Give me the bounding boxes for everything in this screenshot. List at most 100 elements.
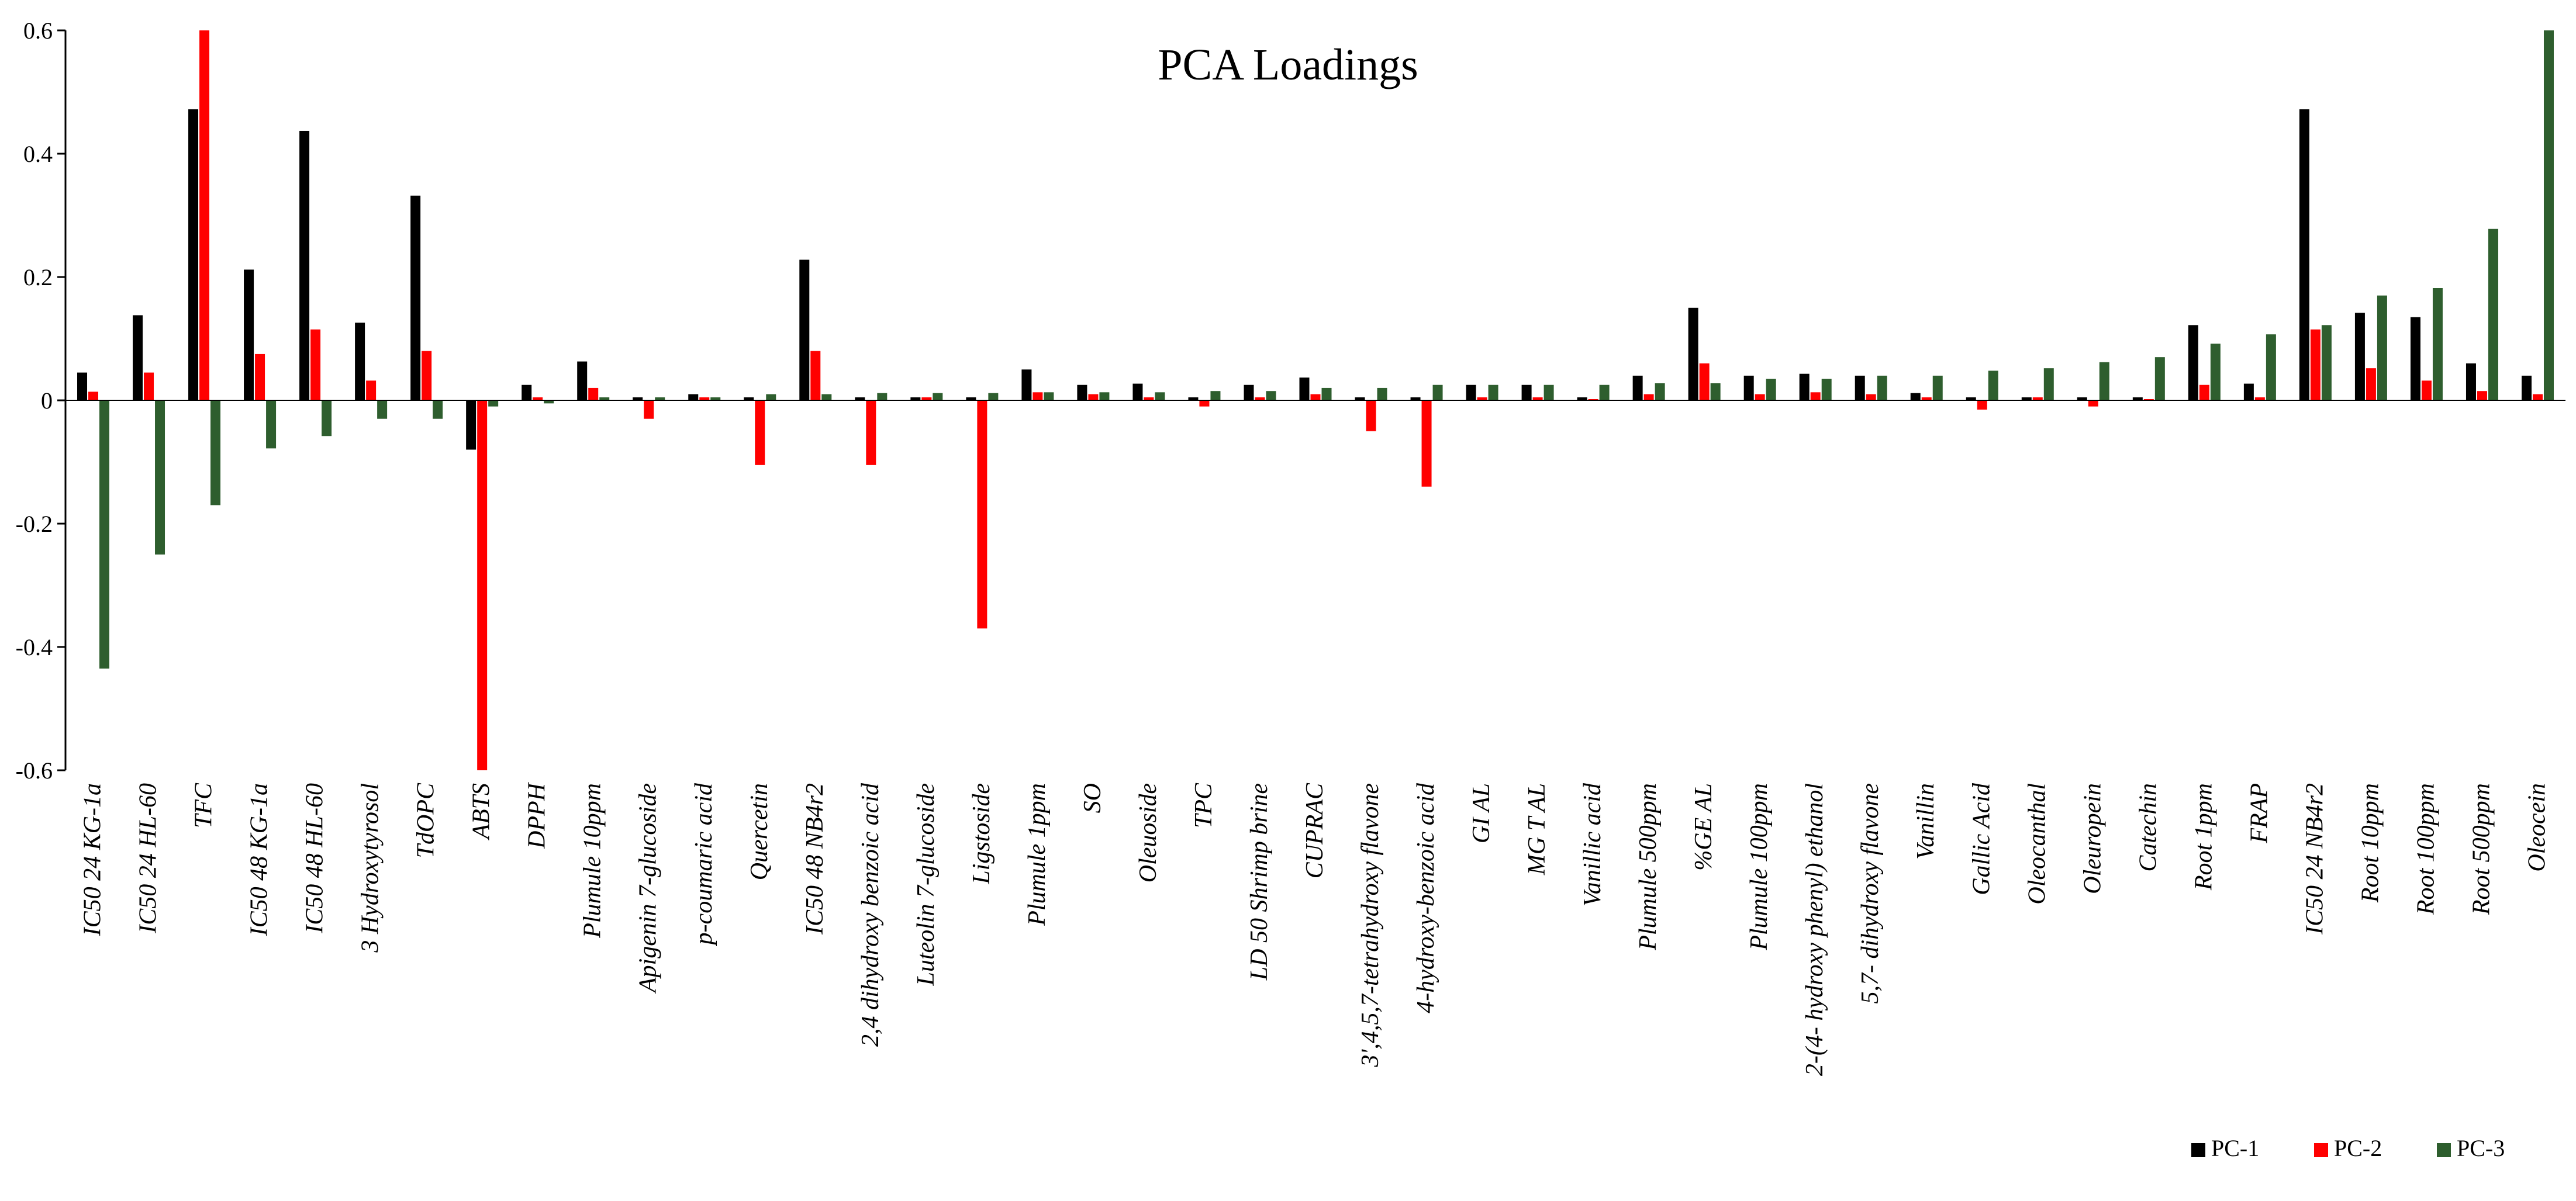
x-tick-label: TPC bbox=[1190, 783, 1217, 828]
bar-pc-3-9 bbox=[599, 397, 610, 400]
bar-pc-3-19 bbox=[1155, 392, 1165, 400]
x-axis: IC50 24 KG-1a IC50 24 HL-60 TFC IC50 48 KG-… bbox=[65, 400, 2565, 1076]
bar-pc-3-24 bbox=[1432, 385, 1443, 400]
x-tick-label: Oleocanthal bbox=[2023, 783, 2050, 905]
y-tick-label: 0.2 bbox=[23, 264, 53, 290]
bar-pc-1-2 bbox=[188, 109, 199, 401]
bar-pc-1-34 bbox=[1966, 397, 1976, 400]
x-tick-label: 3 Hydroxytyrosol bbox=[357, 783, 384, 953]
x-tick-label: 5,7- dihydroxy flavone bbox=[1857, 783, 1884, 1004]
bar-pc-2-6 bbox=[422, 351, 432, 400]
bar-pc-1-39 bbox=[2243, 383, 2254, 400]
bar-pc-1-19 bbox=[1132, 383, 1143, 400]
bar-pc-2-5 bbox=[366, 380, 377, 400]
x-tick-label: Root 10ppm bbox=[2357, 783, 2384, 903]
bar-pc-3-25 bbox=[1488, 385, 1498, 400]
bar-pc-3-23 bbox=[1377, 387, 1387, 400]
x-tick-label: 4-hydroxy-benzoic acid bbox=[1413, 783, 1439, 1013]
bar-pc-2-41 bbox=[2366, 368, 2376, 400]
bar-pc-1-30 bbox=[1743, 375, 1754, 400]
x-tick-label: Root 100ppm bbox=[2412, 783, 2439, 915]
bar-pc-1-11 bbox=[688, 394, 699, 400]
legend-label-pc-3: PC-3 bbox=[2457, 1135, 2505, 1161]
bar-pc-2-44 bbox=[2532, 394, 2543, 400]
bar-pc-1-27 bbox=[1577, 397, 1587, 400]
x-tick-label: IC50 48 KG-1a bbox=[246, 783, 273, 936]
x-tick-label: Plumule 1ppm bbox=[1024, 783, 1051, 926]
bar-pc-1-9 bbox=[577, 361, 588, 400]
x-tick-label: Oleocein bbox=[2523, 783, 2550, 872]
bar-pc-3-16 bbox=[988, 393, 999, 400]
bar-pc-2-40 bbox=[2310, 329, 2321, 400]
bar-pc-3-21 bbox=[1266, 391, 1276, 400]
bar-pc-1-3 bbox=[244, 269, 254, 400]
bar-pc-1-15 bbox=[910, 397, 921, 400]
x-tick-label: Plumule 500ppm bbox=[1635, 783, 1662, 951]
bar-pc-3-22 bbox=[1321, 387, 1332, 400]
x-tick-label: 3',4,5,7-tetrahydroxy flavone bbox=[1357, 783, 1384, 1068]
x-tick-label: %GE AL bbox=[1690, 783, 1717, 871]
bar-pc-1-25 bbox=[1466, 385, 1476, 400]
bar-pc-1-38 bbox=[2188, 325, 2198, 400]
chart-title: PCA Loadings bbox=[1158, 40, 1418, 89]
x-tick-label: TdOPC bbox=[413, 783, 440, 858]
bar-pc-3-1 bbox=[155, 400, 165, 555]
bar-pc-3-7 bbox=[488, 400, 499, 407]
bar-pc-3-44 bbox=[2543, 30, 2554, 400]
y-axis: 0.6 0.4 0.2 0 -0.2 -0.4 -0.6 bbox=[16, 18, 67, 784]
x-tick-label: Root 500ppm bbox=[2468, 783, 2495, 915]
bar-pc-1-42 bbox=[2410, 317, 2420, 400]
bar-pc-3-0 bbox=[99, 400, 110, 669]
bar-pc-2-15 bbox=[921, 397, 932, 400]
bar-pc-2-14 bbox=[866, 400, 876, 465]
y-tick-label: -0.4 bbox=[16, 634, 53, 660]
bar-pc-2-36 bbox=[2088, 400, 2098, 407]
x-tick-label: IC50 48 NB4r2 bbox=[802, 783, 828, 935]
x-tick-label: 2,4 dihydroxy benzoic acid bbox=[857, 783, 884, 1047]
bar-pc-3-40 bbox=[2321, 325, 2332, 400]
bar-pc-3-20 bbox=[1210, 391, 1221, 400]
bar-pc-2-3 bbox=[255, 354, 265, 400]
bar-pc-2-19 bbox=[1144, 397, 1154, 400]
x-tick-label: CUPRAC bbox=[1301, 783, 1328, 878]
bar-pc-3-31 bbox=[1821, 379, 1832, 400]
bar-pc-1-7 bbox=[466, 400, 476, 450]
bar-pc-2-7 bbox=[477, 400, 488, 770]
bar-pc-3-39 bbox=[2266, 334, 2276, 400]
legend-label-pc-2: PC-2 bbox=[2334, 1135, 2382, 1161]
legend-swatch-pc-1 bbox=[2191, 1143, 2205, 1157]
bar-pc-1-23 bbox=[1355, 397, 1365, 400]
x-tick-label: Oleuropein bbox=[2079, 783, 2106, 894]
x-tick-label: Plumule 100ppm bbox=[1746, 783, 1773, 951]
bar-pc-2-4 bbox=[310, 329, 321, 400]
bar-pc-3-34 bbox=[1988, 371, 1998, 400]
bar-pc-3-5 bbox=[377, 400, 388, 419]
bar-pc-3-26 bbox=[1543, 385, 1554, 400]
bar-pc-2-18 bbox=[1088, 394, 1099, 400]
bar-pc-1-20 bbox=[1188, 397, 1199, 400]
bar-pc-3-32 bbox=[1877, 375, 1887, 400]
bar-pc-3-42 bbox=[2432, 288, 2443, 400]
x-tick-label: Quercetin bbox=[746, 783, 773, 880]
bar-pc-2-0 bbox=[88, 392, 99, 400]
bar-pc-3-37 bbox=[2154, 357, 2165, 400]
bar-pc-2-42 bbox=[2421, 380, 2432, 400]
bar-pc-3-13 bbox=[821, 394, 832, 400]
bar-pc-2-32 bbox=[1866, 394, 1876, 400]
bar-pc-3-36 bbox=[2099, 362, 2109, 400]
bar-pc-2-31 bbox=[1810, 392, 1821, 400]
bar-pc-3-35 bbox=[2043, 368, 2054, 400]
bar-pc-3-43 bbox=[2488, 229, 2498, 400]
x-tick-label: TFC bbox=[191, 783, 217, 828]
bar-pc-3-11 bbox=[710, 397, 721, 400]
bar-pc-3-3 bbox=[266, 400, 277, 449]
bar-pc-1-41 bbox=[2354, 313, 2365, 400]
bar-pc-1-16 bbox=[966, 397, 976, 400]
bar-pc-2-11 bbox=[699, 397, 710, 400]
bar-pc-3-30 bbox=[1766, 379, 1776, 400]
bar-pc-1-18 bbox=[1077, 385, 1087, 400]
bar-pc-1-36 bbox=[2077, 397, 2087, 400]
bar-pc-1-12 bbox=[744, 397, 754, 400]
bar-pc-2-9 bbox=[588, 387, 599, 400]
